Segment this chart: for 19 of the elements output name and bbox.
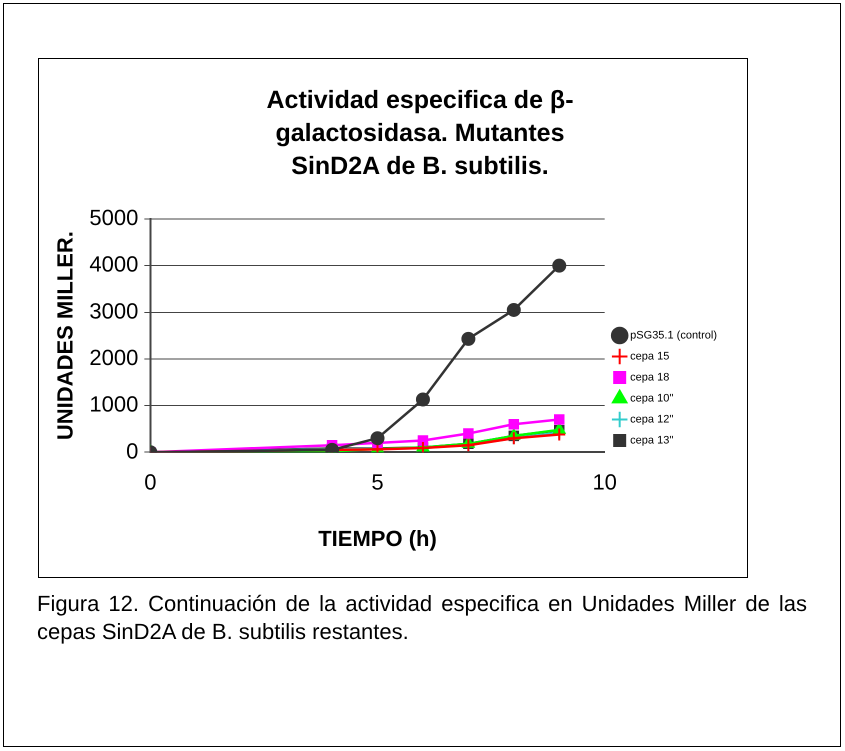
y-tick-label: 2000: [89, 344, 138, 370]
y-tick-label: 4000: [89, 252, 138, 277]
legend-label: cepa 10'': [630, 392, 674, 405]
legend-label: pSG35.1 (control): [630, 330, 718, 342]
x-tick-label: 10: [592, 469, 617, 494]
legend-label: cepa 15: [630, 350, 670, 363]
y-tick-label: 0: [126, 438, 138, 464]
legend-label: cepa 12'': [630, 414, 674, 426]
text: Figura 12. Continuación de la actividad especifica en Unidades Miller de las cepas SinD2A de B. subtilis restantes.: [37, 590, 807, 646]
y-tick-label: 1000: [89, 392, 138, 417]
legend-label: cepa 18: [630, 372, 670, 384]
chart-title: Actividad especifica de β-galactosidasa. Mutantes SinD2A de B. subtilis.: [265, 85, 575, 182]
legend-label: cepa 13'': [630, 434, 674, 447]
y-tick-label: 5000: [89, 205, 138, 230]
x-tick-label: 0: [144, 469, 156, 494]
y-tick-label: 3000: [89, 298, 138, 324]
x-axis-title: TIEMPO (h): [318, 526, 437, 551]
x-tick-label: 5: [371, 469, 384, 494]
y-axis-title: UNIDADES MILLER.: [52, 231, 78, 440]
